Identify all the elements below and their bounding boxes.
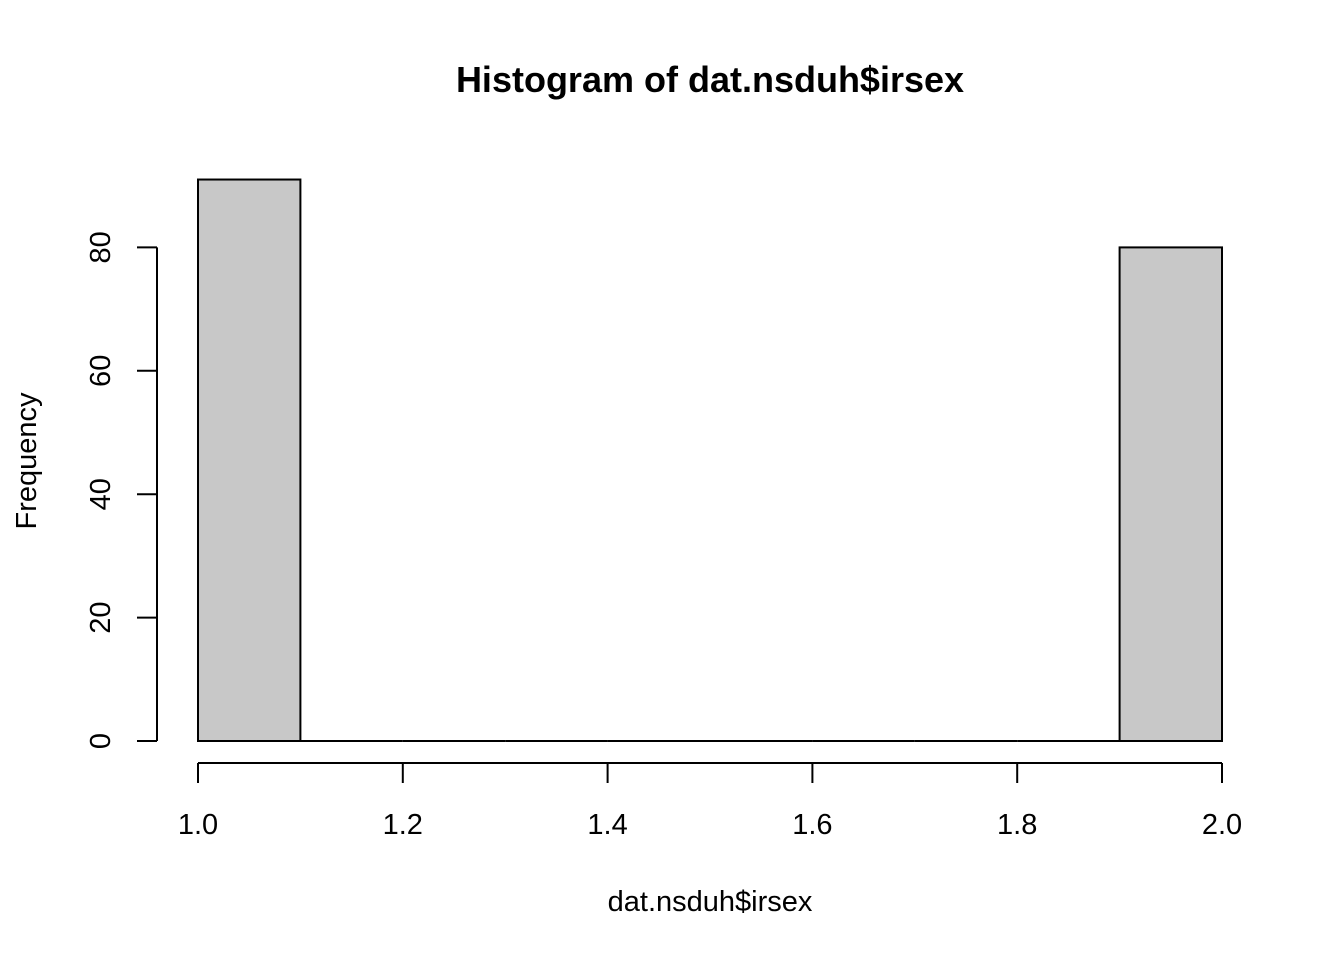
histogram-bar-0 — [197, 178, 302, 742]
chart-title: Histogram of dat.nsduh$irsex — [456, 59, 964, 100]
x-axis: 1.0 1.2 1.4 1.6 1.8 2.0 — [178, 762, 1242, 841]
y-tick-label-4: 80 — [85, 231, 117, 263]
y-axis-label: Frequency — [11, 392, 43, 530]
x-tick-label-1: 1.2 — [383, 809, 423, 841]
x-tick-label-3: 1.6 — [792, 809, 832, 841]
x-tick-label-4: 1.8 — [997, 809, 1037, 841]
y-tick-label-0: 0 — [85, 733, 117, 749]
bars-group — [197, 178, 1223, 742]
y-tick-label-2: 40 — [85, 478, 117, 510]
y-axis: 0 20 40 60 80 — [85, 231, 158, 749]
x-tick-label-5: 2.0 — [1202, 809, 1242, 841]
x-axis-label: dat.nsduh$irsex — [608, 886, 813, 918]
y-tick-label-1: 20 — [85, 601, 117, 633]
x-tick-label-0: 1.0 — [178, 809, 218, 841]
histogram-bar-9 — [1118, 246, 1223, 742]
x-tick-label-2: 1.4 — [587, 809, 627, 841]
y-tick-label-3: 60 — [85, 355, 117, 387]
